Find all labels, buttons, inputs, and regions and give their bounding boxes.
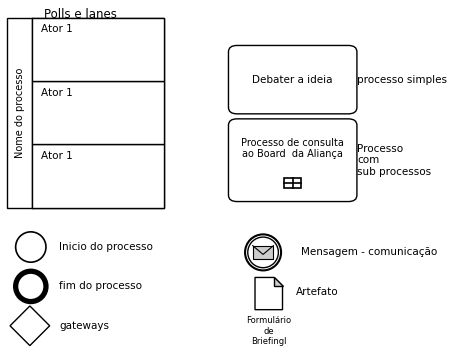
Text: Mensagem - comunicação: Mensagem - comunicação — [301, 247, 437, 257]
Text: Artefato: Artefato — [296, 287, 339, 297]
Text: Processo
com
sub processos: Processo com sub processos — [357, 144, 431, 177]
Bar — [32, 144, 164, 208]
Bar — [32, 18, 164, 81]
Text: gateways: gateways — [59, 321, 109, 331]
Text: Ator 1: Ator 1 — [41, 151, 73, 161]
Text: Ator 1: Ator 1 — [41, 24, 73, 34]
Bar — [253, 246, 273, 259]
Polygon shape — [10, 306, 50, 345]
Polygon shape — [255, 277, 283, 310]
Text: Debater a ideia: Debater a ideia — [253, 75, 333, 84]
Text: Nome do processo: Nome do processo — [15, 68, 25, 158]
Bar — [32, 81, 164, 144]
Ellipse shape — [16, 271, 46, 301]
Text: processo simples: processo simples — [357, 75, 447, 84]
Text: Processo de consulta
ao Board  da Aliança: Processo de consulta ao Board da Aliança — [241, 137, 344, 159]
Text: Ator 1: Ator 1 — [41, 88, 73, 98]
Text: Polls e lanes: Polls e lanes — [44, 8, 117, 21]
Ellipse shape — [16, 232, 46, 262]
Text: fim do processo: fim do processo — [59, 281, 142, 291]
Bar — [284, 179, 301, 188]
FancyBboxPatch shape — [228, 45, 357, 114]
Text: Formulário
de
Briefingl: Formulário de Briefingl — [246, 316, 292, 346]
Polygon shape — [274, 277, 283, 286]
Ellipse shape — [248, 237, 278, 268]
FancyBboxPatch shape — [228, 119, 357, 202]
Bar — [7, 18, 164, 208]
Text: Inicio do processo: Inicio do processo — [59, 242, 153, 252]
Ellipse shape — [245, 234, 281, 270]
